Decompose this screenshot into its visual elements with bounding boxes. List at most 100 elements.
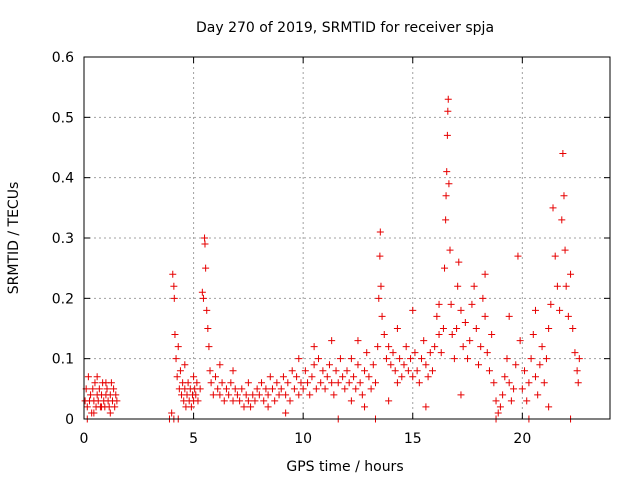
data-point bbox=[286, 397, 294, 405]
data-point bbox=[106, 409, 114, 417]
data-point bbox=[398, 373, 406, 381]
y-tick-label-6: 0.6 bbox=[52, 50, 74, 66]
data-point bbox=[556, 306, 564, 314]
data-point bbox=[84, 373, 92, 381]
data-point bbox=[559, 150, 567, 158]
data-point bbox=[290, 385, 298, 393]
data-point bbox=[363, 349, 371, 357]
data-point bbox=[168, 409, 176, 417]
data-point bbox=[477, 343, 485, 351]
data-point bbox=[525, 379, 533, 387]
data-point bbox=[496, 403, 504, 411]
data-point bbox=[391, 367, 399, 375]
data-point bbox=[481, 312, 489, 320]
data-point bbox=[443, 168, 451, 176]
data-point bbox=[231, 385, 239, 393]
data-point bbox=[545, 403, 553, 411]
data-point bbox=[293, 373, 301, 381]
data-point bbox=[571, 349, 579, 357]
plot-frame bbox=[83, 56, 611, 420]
data-point bbox=[288, 367, 296, 375]
y-tick-label-1: 0.1 bbox=[52, 352, 74, 368]
data-point bbox=[176, 367, 184, 375]
data-point bbox=[258, 379, 266, 387]
data-point bbox=[350, 373, 358, 381]
data-point bbox=[499, 391, 507, 399]
data-point bbox=[236, 397, 244, 405]
data-point bbox=[518, 385, 526, 393]
data-point bbox=[174, 343, 182, 351]
data-point bbox=[442, 192, 450, 200]
data-point bbox=[564, 312, 572, 320]
data-point bbox=[385, 343, 393, 351]
data-point bbox=[192, 391, 200, 399]
data-point bbox=[260, 397, 268, 405]
data-point bbox=[203, 306, 211, 314]
data-point bbox=[87, 391, 95, 399]
data-point bbox=[547, 300, 555, 308]
data-point bbox=[282, 409, 290, 417]
data-point bbox=[187, 403, 195, 411]
data-point bbox=[193, 379, 201, 387]
data-point bbox=[378, 312, 386, 320]
data-point bbox=[380, 331, 388, 339]
data-point bbox=[479, 294, 487, 302]
data-point bbox=[375, 294, 383, 302]
data-point bbox=[173, 373, 181, 381]
data-point bbox=[216, 361, 224, 369]
data-point bbox=[262, 385, 270, 393]
data-point bbox=[205, 343, 213, 351]
data-point bbox=[330, 391, 338, 399]
data-point bbox=[540, 379, 548, 387]
data-point bbox=[439, 325, 447, 332]
data-point bbox=[308, 373, 316, 381]
data-point bbox=[264, 403, 272, 411]
data-point bbox=[190, 373, 198, 381]
data-point bbox=[409, 373, 417, 381]
data-point bbox=[83, 403, 91, 411]
data-point bbox=[196, 385, 204, 393]
data-point bbox=[538, 343, 546, 351]
data-point bbox=[466, 337, 474, 345]
data-point bbox=[393, 325, 401, 332]
data-point bbox=[445, 180, 453, 188]
data-point bbox=[282, 391, 290, 399]
data-point bbox=[435, 300, 443, 308]
data-point bbox=[361, 367, 369, 375]
data-point bbox=[229, 397, 237, 405]
data-point bbox=[448, 331, 456, 339]
data-point bbox=[347, 397, 355, 405]
y-axis-label: SRMTID / TECUs bbox=[6, 182, 22, 295]
data-point bbox=[574, 379, 582, 387]
data-point bbox=[299, 385, 307, 393]
data-point bbox=[413, 367, 421, 375]
y-tick-label-2: 0.2 bbox=[52, 291, 74, 307]
data-point bbox=[485, 367, 493, 375]
data-point bbox=[369, 361, 377, 369]
data-point bbox=[475, 361, 482, 369]
data-point bbox=[266, 373, 274, 381]
data-point bbox=[426, 349, 434, 357]
data-point bbox=[354, 337, 362, 345]
data-point bbox=[367, 385, 375, 393]
data-point bbox=[233, 391, 241, 399]
data-point bbox=[218, 379, 226, 387]
data-point bbox=[457, 306, 465, 314]
data-point bbox=[453, 325, 461, 332]
data-point bbox=[472, 325, 480, 332]
data-point bbox=[400, 361, 408, 369]
data-point bbox=[225, 391, 233, 399]
data-point bbox=[255, 391, 263, 399]
data-point bbox=[531, 373, 539, 381]
data-point bbox=[457, 391, 465, 399]
data-point bbox=[271, 397, 279, 405]
data-point bbox=[201, 234, 209, 242]
data-point bbox=[387, 361, 395, 369]
data-point bbox=[443, 131, 451, 139]
data-point bbox=[450, 355, 458, 363]
chart-title: Day 270 of 2019, SRMTID for receiver spj… bbox=[196, 20, 494, 36]
data-point bbox=[551, 252, 559, 260]
y-tick-label-5: 0.5 bbox=[52, 110, 74, 126]
data-point bbox=[567, 270, 575, 278]
data-point bbox=[404, 367, 412, 375]
